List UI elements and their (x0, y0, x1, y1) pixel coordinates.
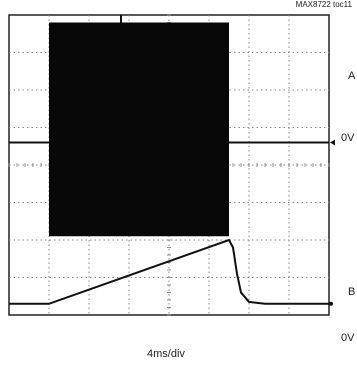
trace-a-burst (49, 22, 229, 237)
trace-b-ramp (9, 238, 329, 305)
trace-a-label: A (348, 70, 356, 82)
traces (9, 14, 335, 306)
trace-b-zero-label: 0V (341, 332, 355, 344)
trace-b-label: B (348, 286, 356, 298)
trace-a-zero-marker (330, 139, 335, 146)
figure-id: MAX8722 toc11 (295, 0, 352, 9)
trace-b-zero-marker (329, 301, 333, 306)
timebase-label: 4ms/div (147, 348, 185, 360)
trace-a-zero-label: 0V (341, 132, 355, 144)
